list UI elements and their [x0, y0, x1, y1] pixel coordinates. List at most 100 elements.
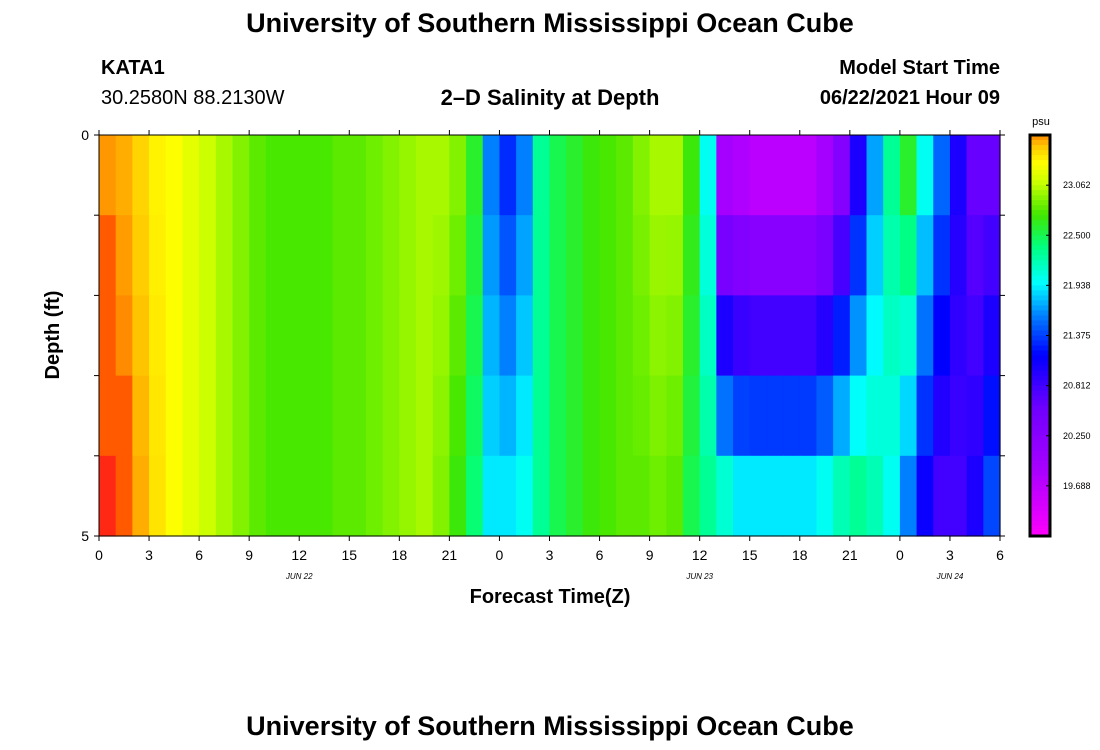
colorbar-segment	[1030, 415, 1050, 422]
heatmap-cell	[282, 375, 300, 457]
heatmap-cell	[632, 375, 651, 457]
heatmap-cell	[833, 375, 851, 457]
colorbar-segment	[1030, 475, 1050, 482]
heatmap-cell	[949, 455, 968, 537]
heatmap-cell	[182, 215, 200, 296]
heatmap-cell	[182, 375, 200, 457]
heatmap-cell	[716, 135, 734, 216]
colorbar-segment	[1030, 470, 1050, 477]
heatmap-cell	[966, 295, 984, 377]
colorbar-segment	[1030, 450, 1050, 457]
heatmap-cell	[783, 135, 801, 216]
heatmap-cell	[232, 295, 250, 377]
heatmap-cell	[899, 215, 918, 296]
heatmap-cell	[149, 135, 167, 216]
colorbar-segment	[1030, 370, 1050, 377]
heatmap-cell	[432, 455, 450, 537]
heatmap-cell	[349, 135, 367, 216]
heatmap-cell	[599, 375, 617, 457]
x-tick-label: 12	[692, 547, 708, 563]
heatmap-cell	[265, 455, 284, 537]
heatmap-cell	[282, 295, 300, 377]
x-tick-label: 6	[996, 547, 1004, 563]
colorbar-segment	[1030, 305, 1050, 312]
heatmap-cell	[616, 295, 634, 377]
colorbar-tick-label: 22.500	[1063, 230, 1091, 240]
heatmap-cell	[516, 215, 534, 296]
heatmap-cell	[315, 375, 334, 457]
heatmap-cell	[632, 135, 651, 216]
heatmap-cell	[499, 295, 517, 377]
heatmap-cell	[432, 135, 450, 216]
heatmap-cell	[816, 295, 834, 377]
colorbar-segment	[1030, 420, 1050, 427]
heatmap-cell	[816, 135, 834, 216]
heatmap-cell	[966, 455, 984, 537]
colorbar-tick-label: 20.812	[1063, 381, 1091, 391]
heatmap-cell	[616, 135, 634, 216]
y-tick-label: 5	[81, 528, 89, 544]
heatmap-cell	[382, 215, 400, 296]
colorbar-segment	[1030, 490, 1050, 497]
colorbar-segment	[1030, 405, 1050, 412]
heatmap-cell	[699, 455, 717, 537]
heatmap-cell	[933, 135, 951, 216]
heatmap-cell	[215, 455, 234, 537]
x-tick-label: 12	[291, 547, 307, 563]
heatmap-cell	[199, 135, 217, 216]
heatmap-cell	[182, 135, 200, 216]
heatmap-cell	[749, 375, 768, 457]
colorbar-segment	[1030, 425, 1050, 432]
heatmap-cell	[199, 215, 217, 296]
heatmap-cell	[549, 375, 567, 457]
heatmap-cell	[983, 455, 1001, 537]
colorbar-segment	[1030, 265, 1050, 271]
x-tick-label: 3	[546, 547, 554, 563]
heatmap-cell	[265, 215, 284, 296]
heatmap-cell	[165, 375, 184, 457]
heatmap-cell	[799, 135, 818, 216]
heatmap-cell	[716, 295, 734, 377]
heatmap-cell	[199, 375, 217, 457]
heatmap-cell	[699, 135, 717, 216]
heatmap-cell	[749, 295, 768, 377]
heatmap-cell	[466, 135, 484, 216]
colorbar-segment	[1030, 380, 1050, 387]
heatmap-cell	[733, 135, 751, 216]
x-tick-label: 3	[145, 547, 153, 563]
heatmap-cell	[566, 135, 584, 216]
heatmap-cell	[232, 375, 250, 457]
heatmap-cell	[99, 215, 117, 296]
x-axis: 0 3 6 9 12 15 18 21 0 3 6 9 12 15 18 21 0 3 6 JUN 22 JUN 23 J…	[95, 130, 1004, 581]
heatmap-cell	[482, 375, 501, 457]
colorbar-segment	[1030, 270, 1050, 276]
heatmap-cell	[599, 455, 617, 537]
heatmap-cell	[115, 295, 133, 377]
heatmap-cell	[249, 135, 267, 216]
heatmap-cell	[733, 295, 751, 377]
colorbar-segment	[1030, 240, 1050, 246]
heatmap-cell	[733, 375, 751, 457]
heatmap-cell	[849, 135, 868, 216]
heatmap-cell	[532, 135, 551, 216]
heatmap-cell	[449, 295, 467, 377]
heatmap-cell	[449, 455, 467, 537]
heatmap-cell	[99, 455, 117, 537]
heatmap-cell	[866, 135, 884, 216]
colorbar-segment	[1030, 410, 1050, 417]
colorbar-segment	[1030, 480, 1050, 487]
heatmap-cell	[799, 455, 818, 537]
heatmap-cell	[149, 375, 167, 457]
heatmap-cell	[282, 135, 300, 216]
colorbar-segment	[1030, 515, 1050, 522]
heatmap-cell	[983, 375, 1001, 457]
heatmap-cell	[115, 135, 133, 216]
heatmap-cell	[816, 215, 834, 296]
heatmap-cell	[349, 295, 367, 377]
x-tick-label: 3	[946, 547, 954, 563]
heatmap-cell	[549, 455, 567, 537]
heatmap-cell	[699, 295, 717, 377]
heatmap-cell	[182, 295, 200, 377]
heatmap-cell	[866, 215, 884, 296]
heatmap-cell	[99, 375, 117, 457]
